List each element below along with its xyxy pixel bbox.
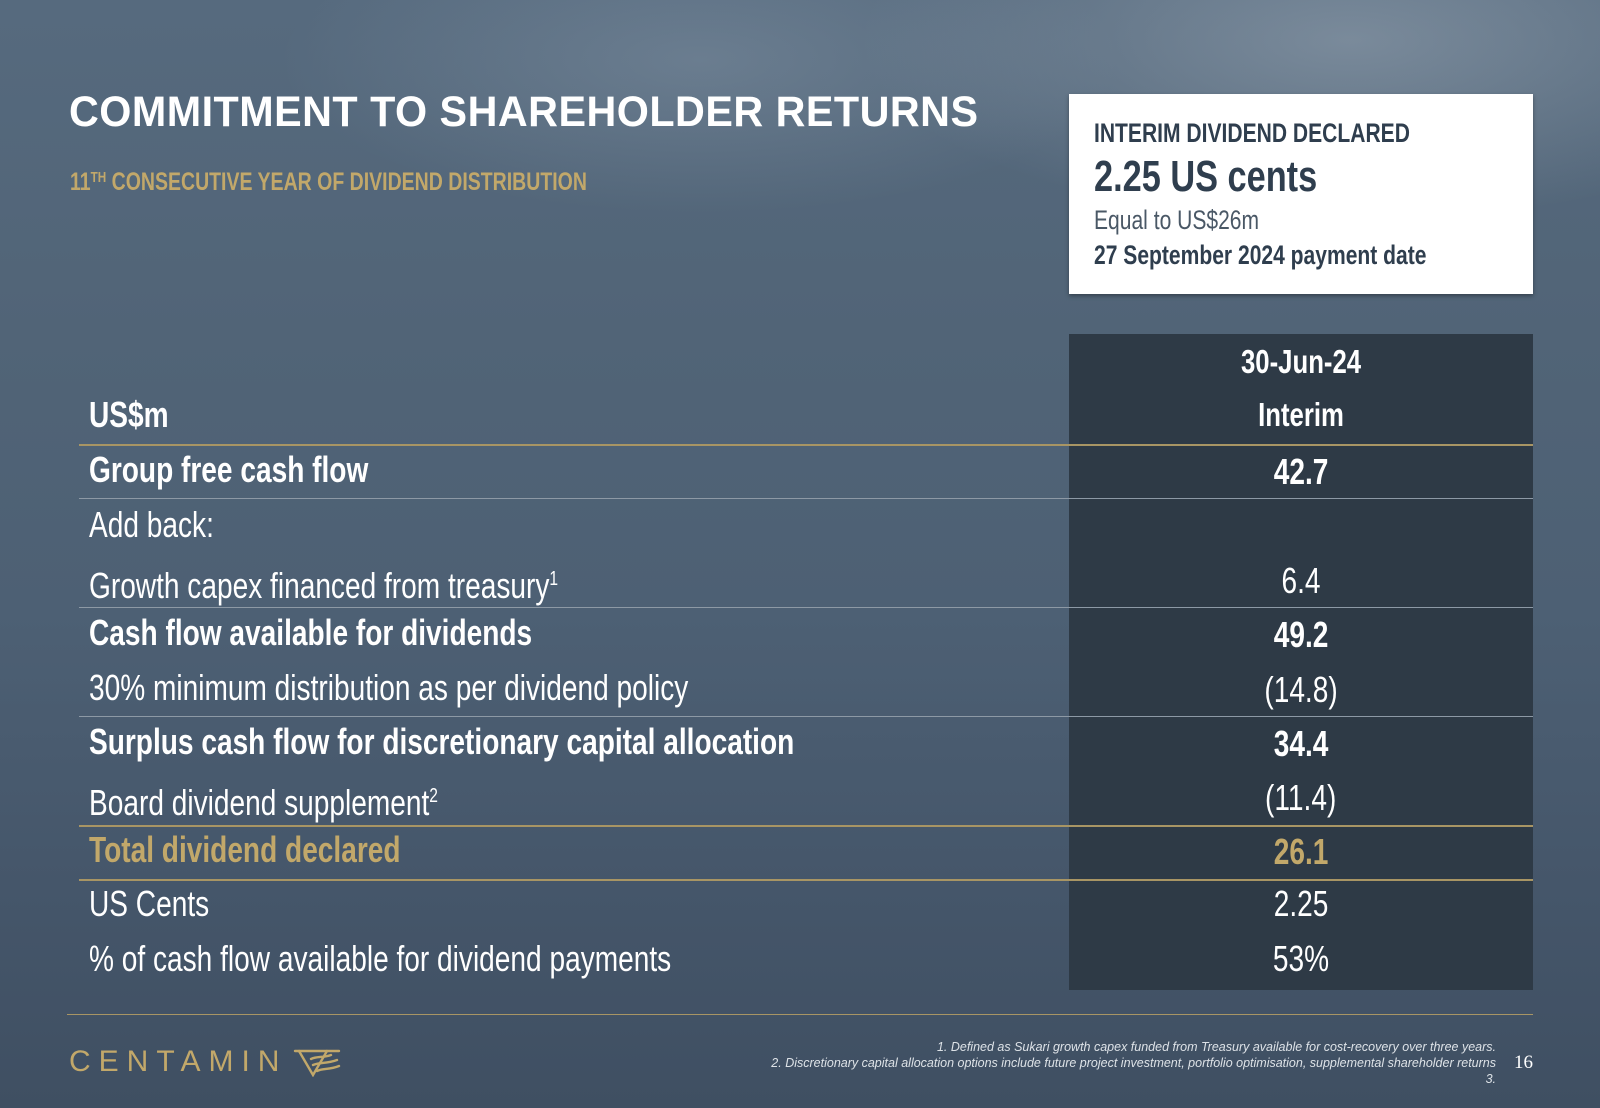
logo-wordmark: CENTAMIN xyxy=(69,1045,288,1078)
page-subtitle: 11TH CONSECUTIVE YEAR OF DIVIDEND DISTRI… xyxy=(70,168,733,197)
row-value: 26.1 xyxy=(1273,831,1329,872)
row-divider xyxy=(79,716,1533,717)
row-divider xyxy=(79,607,1533,608)
header-divider xyxy=(79,444,1533,446)
table-row: Total dividend declared 26.1 xyxy=(79,823,1533,877)
row-divider xyxy=(79,825,1533,827)
table-row: Surplus cash flow for discretionary capi… xyxy=(79,715,1533,769)
row-value: (11.4) xyxy=(1265,777,1337,818)
dividend-callout-box: INTERIM DIVIDEND DECLARED 2.25 US cents … xyxy=(1069,94,1533,294)
row-label: 30% minimum distribution as per dividend… xyxy=(89,667,689,708)
table-row: Cash flow available for dividends 49.2 xyxy=(79,606,1533,660)
row-divider xyxy=(79,879,1533,881)
row-value: (14.8) xyxy=(1264,669,1338,710)
table-row: Group free cash flow 42.7 xyxy=(79,443,1533,497)
footer-divider xyxy=(67,1014,1533,1015)
row-label: Cash flow available for dividends xyxy=(89,612,533,653)
row-value: 49.2 xyxy=(1273,614,1329,655)
column-header-type: Interim xyxy=(1258,396,1344,433)
page-title: COMMITMENT TO SHAREHOLDER RETURNS xyxy=(69,88,979,136)
row-value xyxy=(1069,500,1533,554)
table-row: 30% minimum distribution as per dividend… xyxy=(79,661,1533,715)
subtitle-ordinal-suffix: TH xyxy=(90,169,107,186)
subtitle-text: CONSECUTIVE YEAR OF DIVIDEND DISTRIBUTIO… xyxy=(106,168,587,196)
footnote-ref: 1 xyxy=(549,568,559,590)
footnotes: 1. Defined as Sukari growth capex funded… xyxy=(771,1039,1496,1087)
footnote-ref: 2 xyxy=(429,785,438,807)
row-value: 2.25 xyxy=(1273,883,1329,924)
table-row: % of cash flow available for dividend pa… xyxy=(79,932,1533,986)
page-number: 16 xyxy=(1514,1052,1533,1073)
row-label: % of cash flow available for dividend pa… xyxy=(89,938,672,979)
row-label: Total dividend declared xyxy=(89,829,401,870)
subtitle-ordinal: 11 xyxy=(70,168,91,196)
row-label: Surplus cash flow for discretionary capi… xyxy=(89,721,795,762)
callout-payment-date: 27 September 2024 payment date xyxy=(1094,240,1427,270)
row-label: US Cents xyxy=(89,883,210,924)
row-label: Add back: xyxy=(89,504,214,545)
column-header-date: 30-Jun-24 xyxy=(1240,343,1362,380)
units-label: US$m xyxy=(89,394,169,435)
logo-emblem-icon xyxy=(294,1049,341,1077)
row-value: 34.4 xyxy=(1273,723,1329,764)
row-value: 6.4 xyxy=(1281,560,1321,601)
table-row: Growth capex financed from treasury1 6.4 xyxy=(79,552,1533,606)
callout-equal-amount: Equal to US$26m xyxy=(1094,205,1260,235)
table-row: US Cents 2.25 xyxy=(79,877,1533,931)
callout-heading: INTERIM DIVIDEND DECLARED xyxy=(1094,118,1410,148)
callout-value: 2.25 US cents xyxy=(1094,152,1318,201)
row-label: Growth capex financed from treasury1 xyxy=(89,565,559,606)
footnote-3: 3. xyxy=(1485,1072,1496,1086)
row-value: 53% xyxy=(1272,938,1330,979)
row-label: Board dividend supplement2 xyxy=(89,782,438,823)
table-row: Board dividend supplement2 (11.4) xyxy=(79,769,1533,823)
row-divider xyxy=(79,498,1533,499)
row-value: 42.7 xyxy=(1273,451,1329,492)
footnote-2: 2. Discretionary capital allocation opti… xyxy=(771,1056,1496,1070)
footnote-1: 1. Defined as Sukari growth capex funded… xyxy=(936,1040,1496,1054)
company-logo: CENTAMIN xyxy=(69,1045,341,1079)
table-row: Add back: xyxy=(79,498,1533,552)
row-label: Group free cash flow xyxy=(89,449,369,490)
